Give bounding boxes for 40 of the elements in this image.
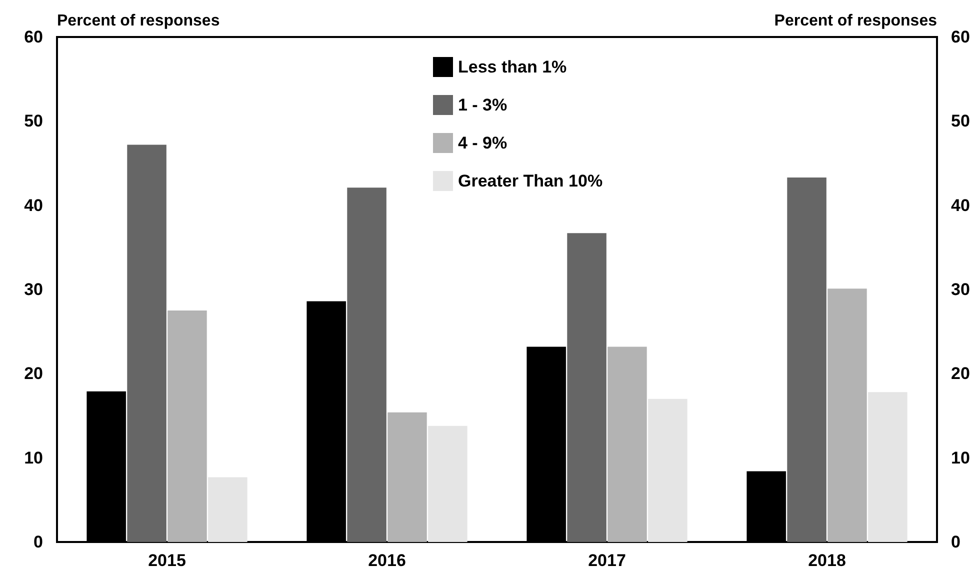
- bar: [168, 310, 207, 542]
- x-tick-label: 2018: [808, 551, 846, 570]
- y-tick-label: 30: [24, 280, 43, 299]
- y-tick-label: 50: [24, 112, 43, 131]
- bar: [648, 398, 688, 542]
- y-tick-label: 0: [34, 532, 43, 552]
- bar: [86, 391, 126, 542]
- y2-tick-label: 10: [951, 448, 970, 468]
- bar: [746, 471, 786, 542]
- bar: [208, 477, 248, 542]
- y2-tick-label: 20: [951, 364, 970, 384]
- bar: [868, 392, 908, 542]
- bar: [347, 188, 386, 542]
- y2-axis-title: Percent of responses: [774, 12, 938, 30]
- legend-label: 4 - 9%: [458, 134, 508, 152]
- legend-label: Greater Than 10%: [458, 172, 603, 190]
- legend-label: 1 - 3%: [458, 96, 508, 114]
- y-tick-label: 40: [24, 196, 43, 215]
- bar: [608, 346, 647, 542]
- y-tick-label: 60: [24, 28, 43, 46]
- y-axis-title: Percent of responses: [57, 12, 220, 30]
- bar: [787, 178, 826, 542]
- y2-tick-label: 60: [951, 28, 970, 46]
- y-tick-label: 20: [24, 364, 43, 384]
- x-tick-label: 2016: [368, 551, 406, 570]
- bar: [828, 288, 867, 542]
- bar: [127, 144, 166, 542]
- bar: [428, 426, 468, 542]
- y2-tick-label: 50: [951, 112, 970, 131]
- y2-tick-label: 30: [951, 280, 970, 299]
- y2-tick-label: 0: [951, 532, 960, 552]
- bar: [526, 346, 566, 542]
- bar: [306, 301, 346, 542]
- bar: [567, 233, 606, 542]
- y2-tick-label: 40: [951, 196, 970, 215]
- bar: [388, 412, 427, 542]
- x-tick-label: 2017: [588, 551, 626, 570]
- legend-label: Less than 1%: [458, 58, 567, 76]
- y-tick-label: 10: [24, 448, 43, 468]
- x-tick-label: 2015: [148, 551, 186, 570]
